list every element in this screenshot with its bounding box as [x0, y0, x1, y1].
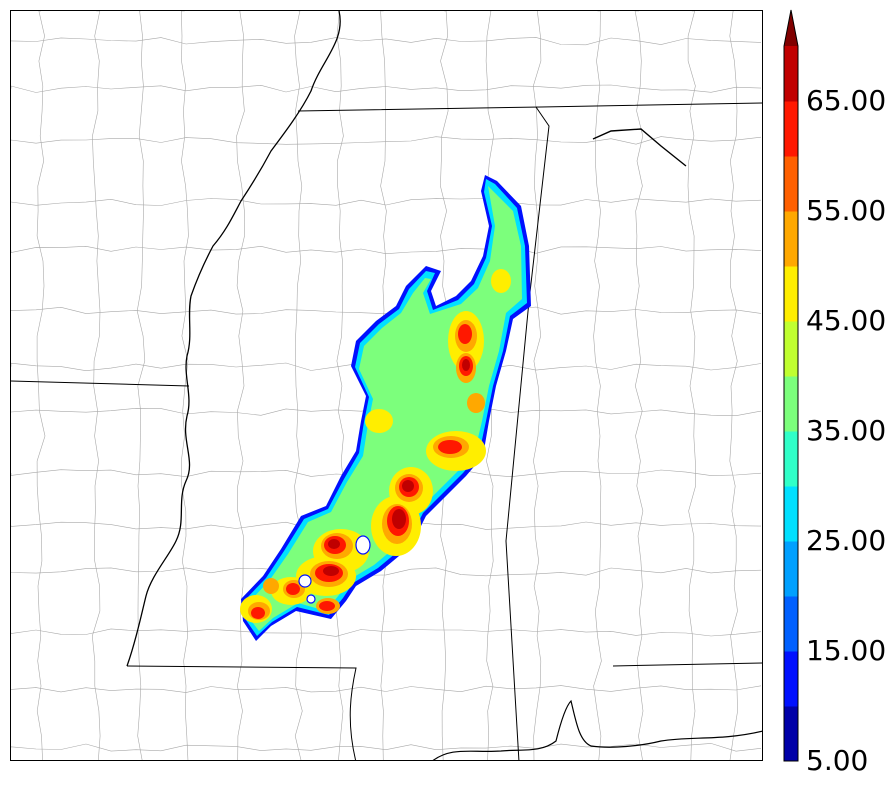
field-mid: [248, 186, 522, 631]
county-line: [634, 11, 644, 760]
county-line: [11, 136, 762, 145]
field-holes: [298, 535, 371, 604]
county-line: [335, 11, 345, 760]
county-line: [36, 11, 46, 760]
county-line: [532, 11, 542, 760]
colorbar-block: [784, 486, 798, 542]
county-line: [11, 245, 762, 255]
colorbar-outline: [783, 9, 799, 762]
al-fl-border: [612, 662, 762, 667]
ar-la-border: [11, 380, 190, 387]
gulf-coast: [432, 699, 762, 760]
county-line: [11, 567, 762, 577]
ms-tn-border: [297, 102, 762, 112]
colorbar-block: [784, 156, 798, 212]
colorbar-block: [784, 266, 798, 322]
colorbar-block: [784, 651, 798, 707]
county-line: [11, 628, 762, 637]
ms-la-border: [126, 665, 357, 760]
county-line: [11, 37, 762, 46]
colorbar-blocks: [784, 46, 798, 762]
county-line: [11, 198, 762, 206]
colorbar-block: [784, 431, 798, 487]
map-canvas: [11, 11, 762, 760]
colorbar-max-extension: [784, 10, 798, 46]
map-panel: [10, 10, 763, 761]
colorbar-block: [784, 101, 798, 157]
county-line: [687, 11, 696, 760]
colorbar-tick-label: 5.00: [806, 744, 869, 777]
county-line: [593, 11, 602, 760]
county-line: [729, 11, 738, 760]
colorbar-tick-label: 55.00: [806, 194, 887, 227]
mississippi-river-border: [126, 11, 341, 667]
colorbar-block: [784, 211, 798, 267]
county-line: [11, 306, 762, 315]
colorbar-block: [784, 46, 798, 102]
colorbar-tick-label: 25.00: [806, 524, 887, 557]
county-line: [11, 743, 762, 752]
county-line: [136, 11, 146, 760]
county-line: [11, 84, 762, 93]
colorbar-block: [784, 541, 798, 597]
colorbar-block: [784, 596, 798, 652]
peak-cells: [323, 359, 470, 576]
tennessee-river: [592, 128, 687, 167]
colorbar-tick-label: 15.00: [806, 634, 887, 667]
county-line: [294, 11, 303, 760]
colorbar-tick-label: 35.00: [806, 414, 887, 447]
county-line: [11, 685, 762, 693]
reflectivity-field: [240, 175, 531, 641]
colorbar: [783, 9, 799, 762]
colorbar-block: [784, 321, 798, 377]
county-line: [91, 11, 101, 760]
county-line: [236, 11, 245, 760]
colorbar-block: [784, 706, 798, 762]
colorbar-tick-label: 65.00: [806, 84, 887, 117]
colorbar-tick-label: 45.00: [806, 304, 887, 337]
colorbar-block: [784, 376, 798, 432]
